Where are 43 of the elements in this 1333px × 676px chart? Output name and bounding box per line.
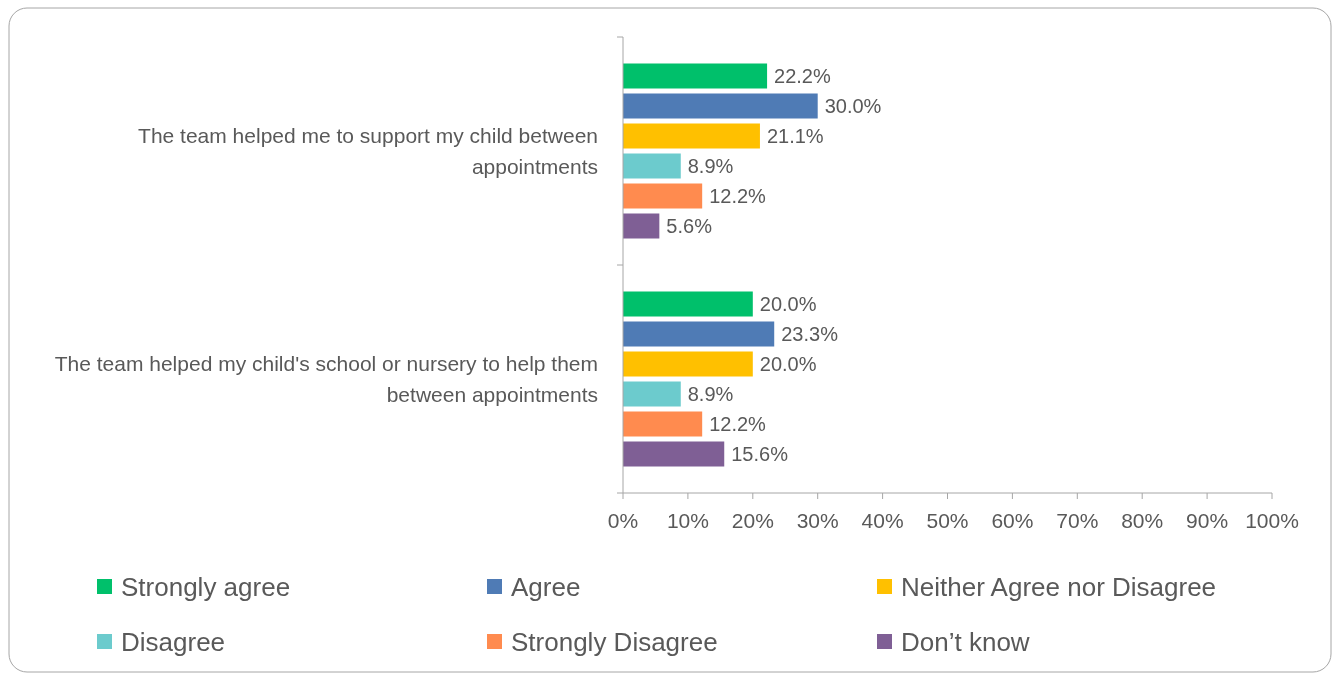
x-tick-label: 40%: [861, 509, 904, 532]
x-tick-label: 80%: [1121, 509, 1164, 532]
data-label: 5.6%: [666, 215, 713, 237]
x-tick-label: 100%: [1245, 509, 1299, 532]
x-tick-label: 0%: [607, 509, 639, 532]
data-label: 8.9%: [687, 155, 734, 177]
bar: [623, 441, 725, 467]
data-label: 20.0%: [759, 353, 817, 375]
x-tick-label: 70%: [1056, 509, 1099, 532]
legend-label: Neither Agree nor Disagree: [901, 572, 1217, 603]
x-tick-label: 50%: [926, 509, 969, 532]
legend-label: Disagree: [121, 627, 226, 658]
bar: [623, 381, 681, 407]
bar: [623, 411, 703, 437]
data-label: 23.3%: [781, 323, 839, 345]
data-label: 15.6%: [731, 443, 789, 465]
data-label: 20.0%: [759, 293, 817, 315]
y-tick-label: The team helped my child's school or nursery to help them between appointments: [54, 351, 598, 406]
data-label: 12.2%: [709, 185, 767, 207]
bar: [623, 291, 753, 317]
x-tick-label: 60%: [991, 509, 1034, 532]
data-label: 22.2%: [774, 65, 831, 87]
bar: [623, 153, 681, 179]
bar: [623, 351, 753, 377]
x-tick-label: 10%: [666, 509, 709, 532]
bar: [623, 63, 768, 89]
bar: [623, 213, 660, 239]
legend-label: Don’t know: [901, 627, 1030, 658]
data-label: 30.0%: [824, 95, 882, 117]
legend-label: Strongly Disagree: [511, 627, 718, 658]
data-label: 21.1%: [766, 125, 824, 147]
legend-label: Agree: [511, 572, 581, 603]
y-tick-label: The team helped me to support my child between appointments: [138, 123, 598, 178]
data-label: 8.9%: [687, 383, 734, 405]
bar: [623, 321, 775, 347]
bar: [623, 183, 703, 209]
x-tick-label: 90%: [1186, 509, 1229, 532]
x-tick-label: 20%: [731, 509, 774, 532]
bar: [623, 123, 760, 149]
data-label: 12.2%: [709, 413, 767, 435]
bar: [623, 93, 818, 119]
legend-label: Strongly agree: [121, 572, 291, 603]
x-tick-label: 30%: [796, 509, 839, 532]
